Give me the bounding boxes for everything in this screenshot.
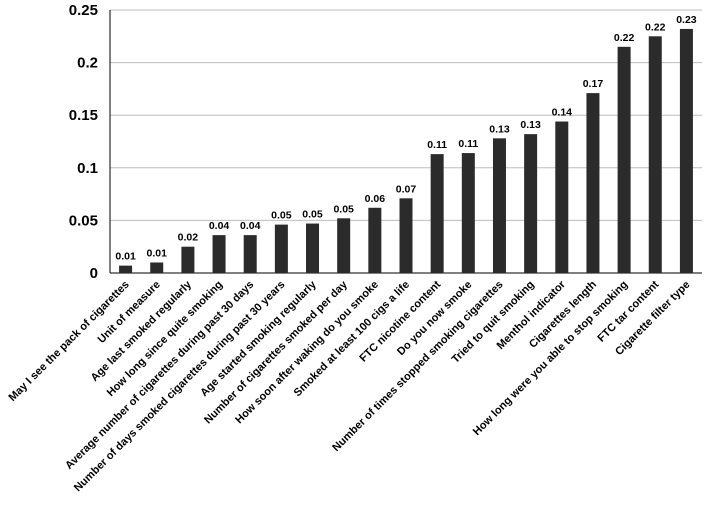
bar: [150, 262, 164, 273]
bar: [555, 121, 569, 274]
bar: [648, 36, 662, 273]
y-tick-label: 0.05: [69, 212, 98, 229]
bars: [119, 28, 693, 274]
bar: [243, 235, 257, 273]
data-labels: 0.01 0.01 0.02 0.04 0.04 0.05 0.05 0.05 0.06 0.07…: [115, 14, 696, 263]
bar: [430, 154, 444, 273]
bar: [368, 207, 382, 273]
bar: [306, 223, 320, 273]
bar-value-label: 0.06: [365, 193, 386, 205]
bar: [181, 246, 195, 273]
bar-value-label: 0.17: [583, 78, 604, 90]
bar-value-label: 0.07: [396, 183, 417, 195]
bar-value-label: 0.01: [115, 251, 136, 263]
gridlines: [110, 9, 702, 221]
y-tick-label: 0.25: [69, 2, 98, 19]
y-axis: 0 0.05 0.1 0.15 0.2 0.25: [69, 2, 702, 282]
y-tick-label: 0.2: [77, 55, 98, 72]
bar: [461, 153, 475, 273]
bar-value-label: 0.02: [178, 232, 199, 244]
bar-value-label: 0.05: [271, 210, 292, 222]
bar-value-label: 0.05: [333, 203, 354, 215]
category-label: How soon after waking do you smoke: [233, 279, 381, 427]
bar-value-label: 0.22: [645, 21, 666, 33]
y-tick-label: 0: [90, 265, 98, 282]
category-label: Number of cigarettes smoked per day: [202, 278, 350, 426]
bar-value-label: 0.11: [427, 139, 447, 151]
bar-value-label: 0.22: [614, 32, 635, 44]
bar: [492, 138, 506, 273]
bar: [337, 218, 351, 273]
bar-value-label: 0.05: [302, 209, 323, 221]
bar-value-label: 0.14: [552, 107, 573, 119]
y-tick-label: 0.1: [77, 160, 98, 177]
bar-value-label: 0.11: [458, 138, 478, 150]
bar: [119, 265, 133, 273]
bar-value-label: 0.13: [489, 123, 510, 135]
bar: [274, 224, 288, 273]
bar-value-label: 0.13: [520, 119, 541, 131]
bar: [617, 46, 631, 273]
bar-value-label: 0.23: [676, 14, 697, 26]
bar: [586, 93, 600, 273]
bar-value-label: 0.04: [209, 220, 230, 232]
bar-value-label: 0.01: [147, 247, 168, 259]
bar: [212, 235, 226, 273]
bar: [399, 198, 413, 273]
bar: [679, 28, 693, 273]
y-tick-label: 0.15: [69, 107, 98, 124]
bar: [524, 134, 538, 273]
bar-value-label: 0.04: [240, 220, 261, 232]
